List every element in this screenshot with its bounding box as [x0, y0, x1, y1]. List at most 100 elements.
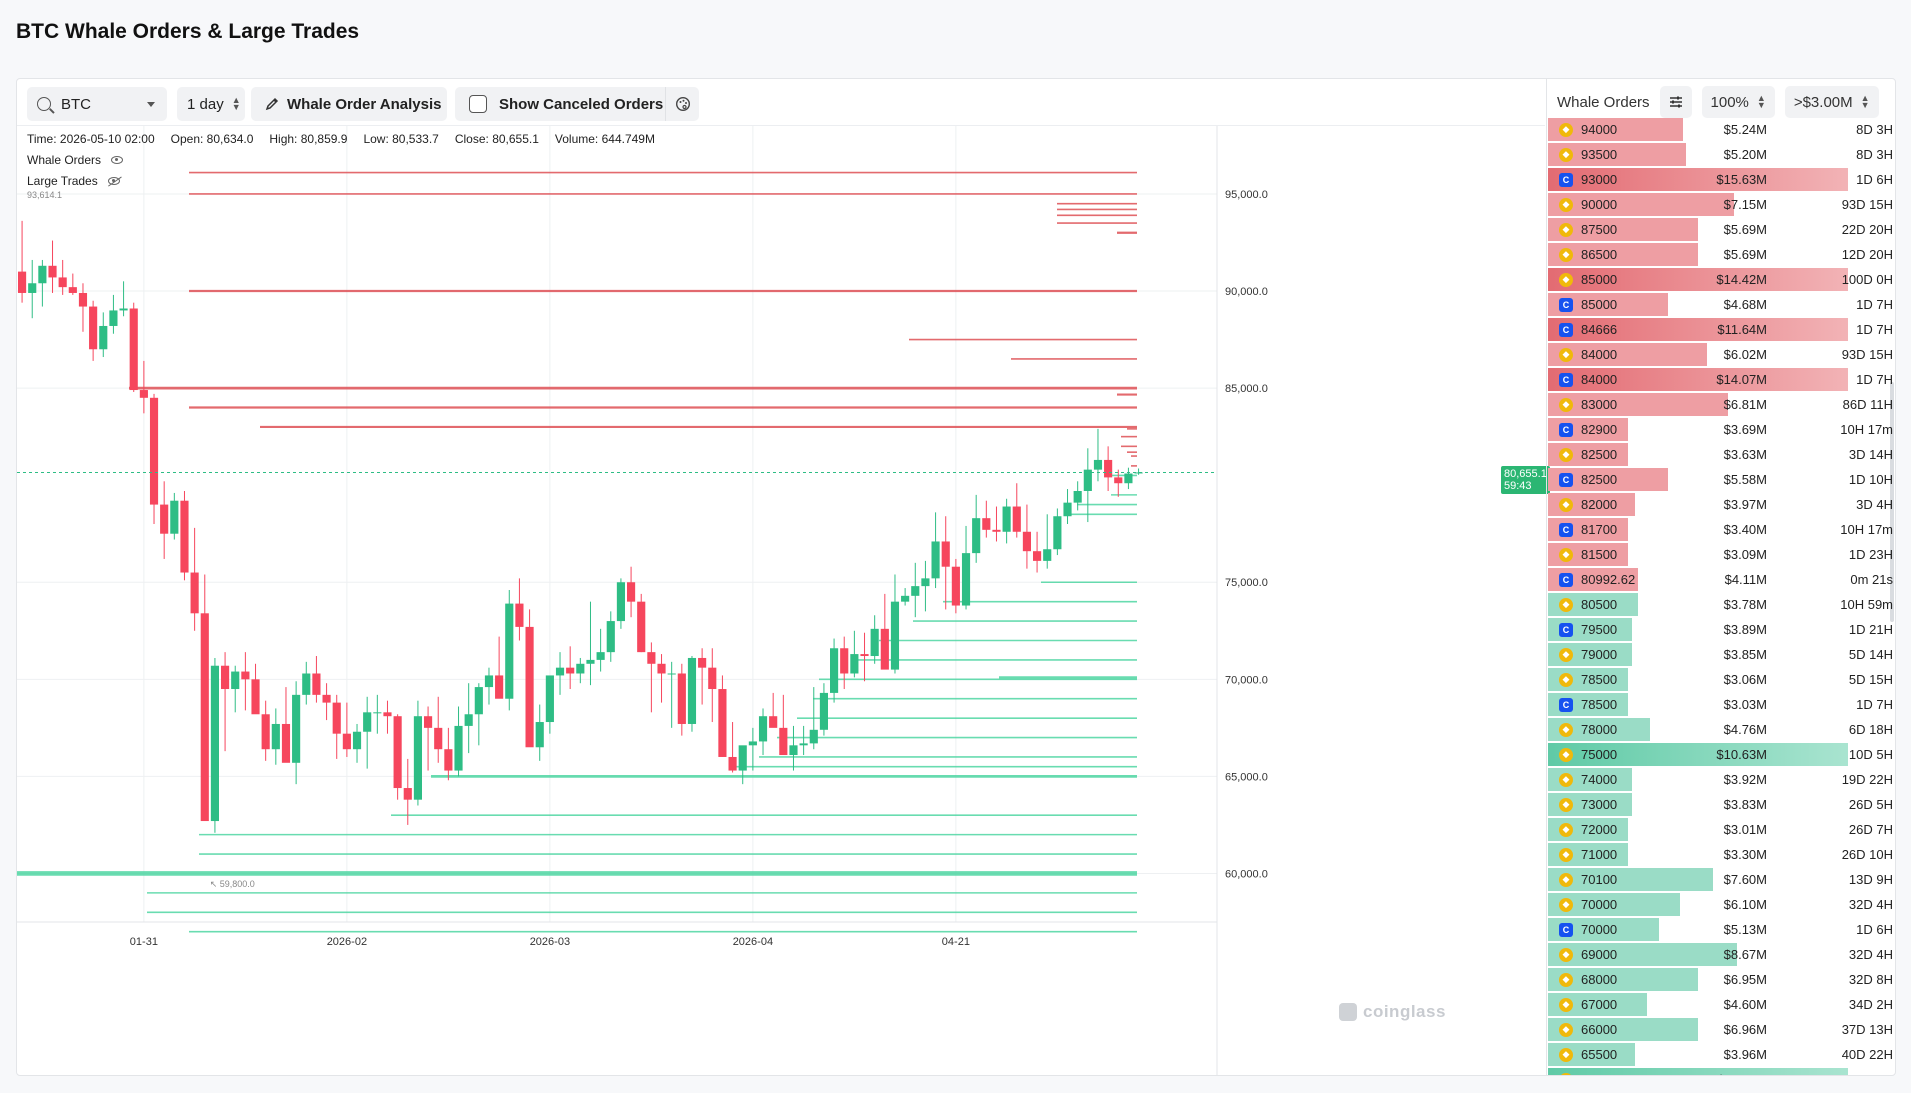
order-row[interactable]: ◆ 71000 $3.30M 26D 10H	[1548, 842, 1894, 867]
symbol-search[interactable]: BTC	[27, 87, 167, 121]
order-row[interactable]: ◆ 83000 $6.81M 86D 11H	[1548, 392, 1894, 417]
order-row[interactable]: ◆ 68000 $6.95M 32D 8H	[1548, 967, 1894, 992]
candle-body	[363, 712, 372, 732]
coinbase-icon: C	[1559, 922, 1573, 937]
candle-body	[464, 714, 473, 726]
order-row[interactable]: ◆ 80500 $3.78M 10H 59m	[1548, 592, 1894, 617]
canceled-label: Show Canceled Orders	[499, 95, 664, 113]
order-row[interactable]: ◆ 86500 $5.69M 12D 20H	[1548, 242, 1894, 267]
binance-icon: ◆	[1559, 847, 1573, 862]
plot-background	[17, 126, 1217, 922]
order-row[interactable]: ◆ 94000 $5.24M 8D 3H	[1548, 117, 1894, 142]
order-row[interactable]: ◆ 82000 $3.97M 3D 4H	[1548, 492, 1894, 517]
y-tick-label: 60,000.0	[1225, 868, 1268, 880]
order-price: 94000	[1581, 122, 1618, 137]
watermark-text: coinglass	[1363, 1002, 1446, 1021]
palette-button[interactable]	[665, 87, 699, 121]
order-amount: $6.96M	[1723, 1022, 1767, 1037]
order-price: 93000	[1581, 172, 1618, 187]
order-row[interactable]: ◆ 78500 $3.06M 5D 15H	[1548, 667, 1894, 692]
order-row[interactable]: C 82900 $3.69M 10H 17m	[1548, 417, 1894, 442]
order-amount: $4.11M	[1724, 572, 1767, 587]
candle-body	[403, 788, 412, 800]
order-row[interactable]: ◆ 75000 $10.63M 10D 5H	[1548, 742, 1894, 767]
order-row[interactable]: ◆ 66000 $6.96M 37D 13H	[1548, 1017, 1894, 1042]
order-row[interactable]: ◆ 81500 $3.09M 1D 23H	[1548, 542, 1894, 567]
order-row[interactable]: C 84666 $11.64M 1D 7H	[1548, 317, 1894, 342]
order-row[interactable]: ◆ 90000 $7.15M 93D 15H	[1548, 192, 1894, 217]
order-row[interactable]: C 81700 $3.40M 10H 17m	[1548, 517, 1894, 542]
order-row[interactable]: ◆ 82500 $3.63M 3D 14H	[1548, 442, 1894, 467]
candle-body	[911, 586, 920, 596]
order-row[interactable]: C 80992.62 $4.11M 0m 21s	[1548, 567, 1894, 592]
order-row[interactable]: ◆ 69000 $8.67M 32D 4H	[1548, 942, 1894, 967]
order-row[interactable]: C 84000 $14.07M 1D 7H	[1548, 367, 1894, 392]
order-size-bar	[1548, 318, 1848, 341]
order-row[interactable]: C 78500 $3.03M 1D 7H	[1548, 692, 1894, 717]
order-row[interactable]: ◆ 87500 $5.69M 22D 20H	[1548, 217, 1894, 242]
order-row[interactable]: ◆65000$11.96M69D 23H	[1548, 1067, 1894, 1075]
candle-body	[819, 692, 828, 730]
candlestick-chart[interactable]: 95,000.0 90,000.0 85,000.0 75,000.0 70,000.0…	[17, 126, 1545, 1076]
order-row[interactable]: ◆ 85000 $14.42M 100D 0H	[1548, 267, 1894, 292]
filter-button[interactable]	[1659, 86, 1692, 118]
order-row[interactable]: ◆ 70100 $7.60M 13D 9H	[1548, 867, 1894, 892]
order-row[interactable]: ◆ 67000 $4.60M 34D 2H	[1548, 992, 1894, 1017]
candle-body	[850, 654, 859, 674]
chart-area[interactable]: 95,000.0 90,000.0 85,000.0 75,000.0 70,000.0…	[17, 125, 1550, 1076]
candle-body	[1083, 469, 1092, 491]
candle-body	[78, 292, 88, 307]
order-row[interactable]: C 70000 $5.13M 1D 6H	[1548, 917, 1894, 942]
order-row[interactable]: ◆ 84000 $6.02M 93D 15H	[1548, 342, 1894, 367]
order-row[interactable]: C 79500 $3.89M 1D 21H	[1548, 617, 1894, 642]
candle-body	[992, 529, 1001, 532]
candle-body	[941, 541, 950, 567]
order-price: 66000	[1581, 1022, 1618, 1037]
coinglass-logo-icon	[1339, 1003, 1357, 1021]
order-row[interactable]: C 82500 $5.58M 1D 10H	[1548, 467, 1894, 492]
candle-body	[322, 694, 331, 703]
y-tick-label: 85,000.0	[1225, 383, 1268, 395]
order-size-bar	[1548, 218, 1698, 241]
order-row[interactable]: C 85000 $4.68M 1D 7H	[1548, 292, 1894, 317]
candle-body	[170, 500, 179, 534]
order-age: 32D 4H	[1848, 897, 1893, 912]
order-row[interactable]: ◆ 93500 $5.20M 8D 3H	[1548, 142, 1894, 167]
candle-body	[373, 712, 382, 714]
large-trades-label: Large Trades	[27, 174, 98, 188]
order-row[interactable]: ◆ 78000 $4.76M 6D 18H	[1548, 717, 1894, 742]
checkbox-icon[interactable]	[469, 95, 487, 113]
low-marker-value: 59,800.0	[219, 879, 255, 890]
whale-order-analysis-button[interactable]: Whale Order Analysis	[251, 87, 447, 121]
order-row[interactable]: ◆ 72000 $3.01M 26D 7H	[1548, 817, 1894, 842]
order-row[interactable]: ◆ 65500 $3.96M 40D 22H	[1548, 1042, 1894, 1067]
order-price: 85000	[1581, 297, 1618, 312]
candle-body	[982, 518, 991, 530]
order-row[interactable]: ◆ 73000 $3.83M 26D 5H	[1548, 792, 1894, 817]
analysis-label: Whale Order Analysis	[287, 95, 442, 113]
interval-select[interactable]: 1 day ▲ ▼	[177, 87, 245, 121]
show-canceled-orders-toggle[interactable]: Show Canceled Orders	[455, 87, 665, 121]
order-row[interactable]: ◆ 70000 $6.10M 32D 4H	[1548, 892, 1894, 917]
order-age: 100D 0H	[1841, 272, 1893, 287]
candle-body	[413, 716, 422, 800]
eye-icon[interactable]	[111, 156, 124, 164]
binance-icon: ◆	[1559, 747, 1573, 762]
order-size-bar	[1548, 293, 1668, 316]
order-row[interactable]: C 93000 $15.63M 1D 6H	[1548, 167, 1894, 192]
min-size-select[interactable]: >$3.00M ▲ ▼	[1784, 86, 1879, 118]
order-row[interactable]: ◆ 74000 $3.92M 19D 22H	[1548, 767, 1894, 792]
order-row[interactable]: ◆ 79000 $3.85M 5D 14H	[1548, 642, 1894, 667]
eye-off-icon[interactable]	[107, 177, 120, 185]
candle-body	[38, 265, 47, 284]
scrollbar-thumb[interactable]	[1890, 382, 1894, 622]
up-down-icon: ▲ ▼	[231, 95, 241, 112]
candle-body	[647, 652, 656, 664]
candle-body	[951, 566, 960, 606]
order-size-bar	[1548, 943, 1737, 966]
order-age: 13D 9H	[1848, 872, 1893, 887]
depth-select[interactable]: 100% ▲ ▼	[1701, 86, 1775, 118]
order-amount: $5.24M	[1723, 122, 1767, 137]
coinbase-icon: C	[1559, 297, 1573, 312]
order-amount: $4.68M	[1723, 297, 1767, 312]
